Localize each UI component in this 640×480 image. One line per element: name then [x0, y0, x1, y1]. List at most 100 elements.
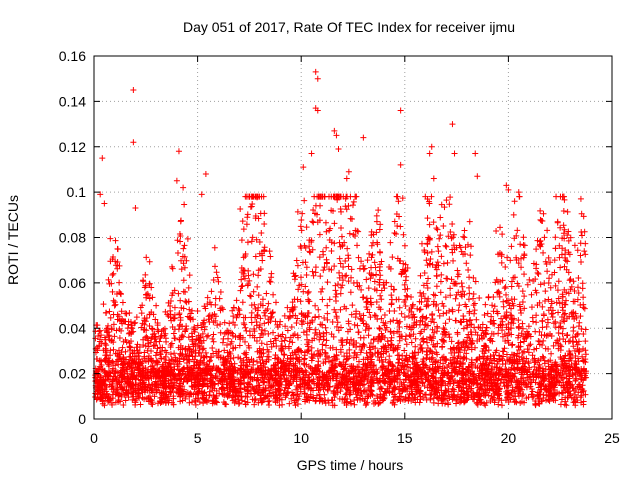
data-point	[367, 314, 374, 321]
data-point	[445, 401, 452, 408]
data-point	[300, 288, 307, 295]
data-point	[203, 333, 210, 340]
data-point	[324, 279, 331, 286]
data-point	[319, 341, 326, 348]
data-point	[316, 231, 323, 238]
data-point	[209, 344, 216, 351]
data-point	[417, 393, 424, 400]
data-point	[255, 272, 262, 279]
data-point	[544, 227, 551, 234]
data-point	[326, 296, 333, 303]
data-point	[560, 208, 567, 215]
data-point	[541, 234, 548, 241]
data-point	[151, 342, 158, 349]
data-point	[113, 262, 120, 269]
data-point	[332, 287, 339, 294]
data-point	[174, 237, 181, 244]
data-point	[106, 358, 113, 365]
data-point	[160, 326, 167, 333]
data-point	[533, 246, 540, 253]
data-point	[360, 294, 367, 301]
data-point	[293, 319, 300, 326]
data-point	[306, 248, 313, 255]
data-point	[364, 298, 371, 305]
data-point	[537, 237, 544, 244]
data-point	[582, 351, 589, 358]
data-point	[116, 279, 123, 286]
data-point	[184, 235, 191, 242]
data-point	[296, 282, 303, 289]
data-point	[581, 248, 588, 255]
data-point	[376, 326, 383, 333]
data-point	[578, 259, 585, 266]
data-point	[524, 346, 531, 353]
data-point	[312, 264, 319, 271]
data-point	[509, 341, 516, 348]
data-point	[320, 267, 327, 274]
data-point	[563, 402, 570, 409]
data-point	[347, 326, 354, 333]
data-point	[144, 387, 151, 394]
data-point	[562, 297, 569, 304]
data-point	[370, 336, 377, 343]
data-point	[447, 194, 454, 201]
data-point	[116, 326, 123, 333]
data-point	[328, 248, 335, 255]
data-point	[105, 276, 112, 283]
data-point	[521, 348, 528, 355]
data-point	[277, 318, 284, 325]
data-point	[305, 288, 312, 295]
data-point	[368, 264, 375, 271]
data-point	[349, 202, 356, 209]
data-point	[239, 218, 246, 225]
data-point	[561, 196, 568, 203]
data-point	[218, 377, 225, 384]
data-point	[333, 346, 340, 353]
data-point	[281, 352, 288, 359]
data-point	[438, 271, 445, 278]
data-point	[517, 255, 524, 262]
data-point	[270, 329, 277, 336]
data-point	[312, 269, 319, 276]
data-point	[464, 334, 471, 341]
data-point	[528, 385, 535, 392]
data-point	[442, 294, 449, 301]
data-point	[281, 337, 288, 344]
data-point	[315, 306, 322, 313]
data-point	[102, 340, 109, 347]
data-point	[167, 344, 174, 351]
data-point	[176, 367, 183, 374]
data-point	[149, 401, 156, 408]
data-point	[175, 326, 182, 333]
data-point	[545, 254, 552, 261]
data-point	[473, 316, 480, 323]
data-point	[526, 276, 533, 283]
data-point	[193, 335, 200, 342]
data-point	[421, 326, 428, 333]
data-point	[476, 336, 483, 343]
data-point	[420, 290, 427, 297]
data-point	[558, 251, 565, 258]
data-point	[259, 302, 266, 309]
data-point	[578, 232, 585, 239]
data-point	[391, 384, 398, 391]
data-point	[538, 332, 545, 339]
data-point	[211, 244, 218, 251]
data-point	[401, 242, 408, 249]
data-point	[553, 299, 560, 306]
data-point	[241, 321, 248, 328]
data-point	[256, 334, 263, 341]
data-point	[389, 254, 396, 261]
data-point	[521, 271, 528, 278]
data-point	[333, 297, 340, 304]
data-point	[401, 314, 408, 321]
data-point	[577, 313, 584, 320]
data-point	[458, 394, 465, 401]
data-point	[248, 319, 255, 326]
data-point	[110, 311, 117, 318]
data-point	[455, 307, 462, 314]
data-point	[423, 348, 430, 355]
data-point	[182, 288, 189, 295]
data-point	[521, 399, 528, 406]
data-point	[459, 288, 466, 295]
